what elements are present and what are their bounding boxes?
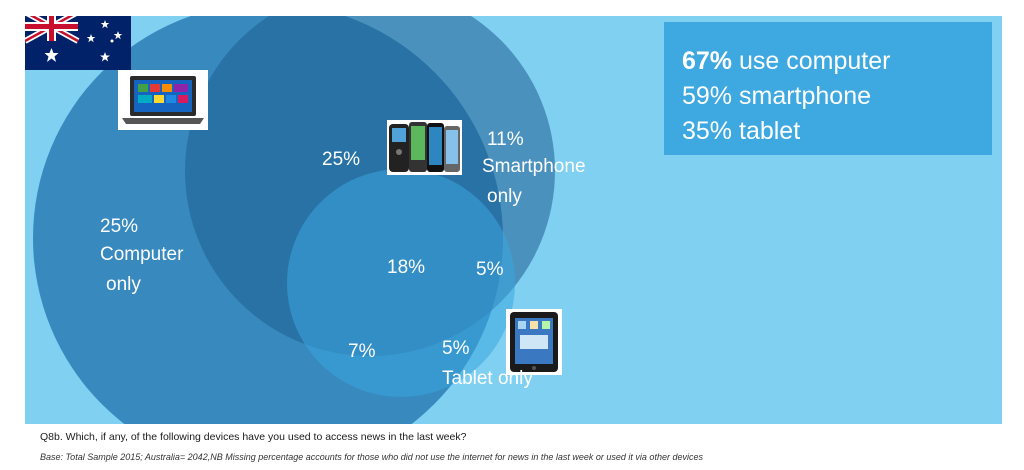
- survey-question: Q8b. Which, if any, of the following dev…: [40, 431, 467, 443]
- region-label-computer-tablet: 7%: [348, 341, 376, 362]
- region-label-smartphone-only: 11%: [487, 129, 524, 150]
- laptop-icon: [118, 70, 208, 130]
- totals-box: 67% use computer 59% smartphone 35% tabl…: [664, 22, 992, 155]
- region-label-smartphone-tablet: 5%: [476, 259, 504, 280]
- caption-computer-only-line1: Computer: [100, 244, 184, 265]
- caption-computer-only-line2: only: [106, 274, 141, 295]
- base-note: Base: Total Sample 2015; Australia= 2042…: [40, 452, 703, 462]
- australia-flag-icon: [25, 16, 131, 70]
- caption-tablet-only: Tablet only: [442, 368, 533, 389]
- region-label-computer-only: 25%: [100, 216, 139, 237]
- caption-smartphone-only-line2: only: [487, 186, 522, 207]
- smartphones-icon: [387, 120, 462, 175]
- region-label-computer-smartphone: 25%: [322, 149, 361, 170]
- total-computer: 67% use computer: [682, 47, 891, 75]
- chart-panel: 25% 11% Smartphone only 25% Computer onl…: [25, 16, 1002, 424]
- total-smartphone: 59% smartphone: [682, 82, 872, 110]
- region-label-tablet-only: 5%: [442, 338, 470, 359]
- tablet-circle: [287, 169, 515, 397]
- caption-smartphone-only-line1: Smartphone: [482, 156, 586, 177]
- total-tablet: 35% tablet: [682, 117, 801, 145]
- tablet-icon: [506, 309, 562, 375]
- region-label-all-three: 18%: [387, 257, 426, 278]
